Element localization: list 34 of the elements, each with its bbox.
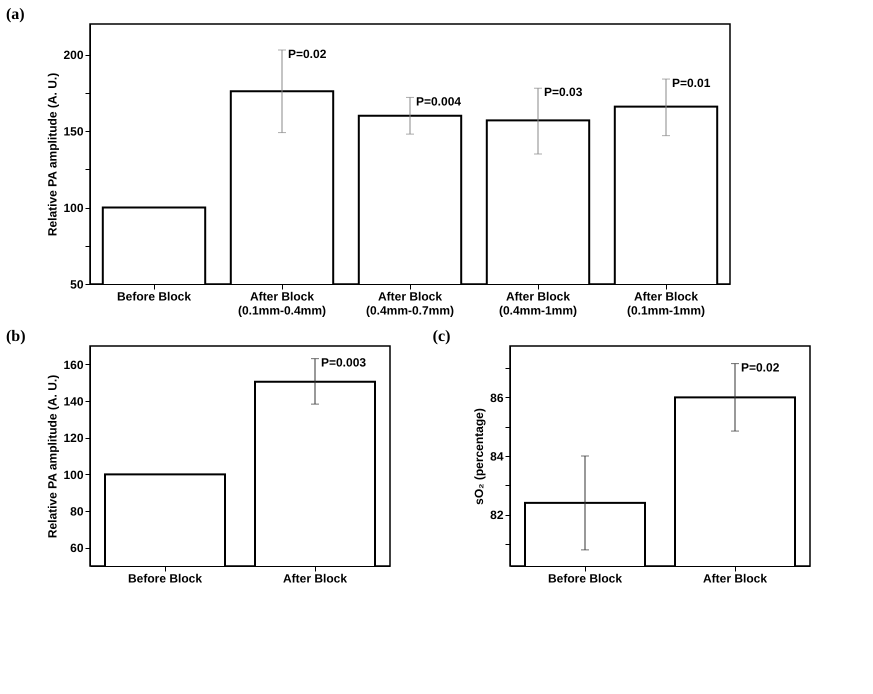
annotation: P=0.01 bbox=[672, 76, 711, 90]
annotation: P=0.003 bbox=[321, 356, 366, 370]
chart-title: (b) bbox=[6, 328, 26, 345]
y-axis-title: sO₂ (percentage) bbox=[472, 408, 486, 505]
annotation: P=0.03 bbox=[544, 85, 583, 100]
y-tick-label: 120 bbox=[63, 431, 84, 446]
y-tick-label: 160 bbox=[63, 358, 84, 372]
x-tick-label: After Block (0.1mm-1mm) bbox=[626, 290, 706, 318]
y-tick-label: 82 bbox=[490, 508, 504, 522]
y-tick-label: 140 bbox=[63, 394, 84, 408]
y-tick-label: 100 bbox=[63, 201, 84, 216]
x-tick-label: After Block (0.1mm-0.4mm) bbox=[238, 290, 326, 318]
y-axis-title: Relative PA amplitude (A. U.) bbox=[45, 72, 60, 236]
y-tick-label: 150 bbox=[63, 124, 84, 139]
y-tick-label: 80 bbox=[70, 504, 84, 518]
x-tick-label: After Block bbox=[702, 572, 768, 586]
y-tick-label: 60 bbox=[70, 541, 84, 556]
chart-title: (a) bbox=[6, 6, 25, 23]
annotation: P=0.02 bbox=[288, 47, 327, 61]
x-tick-label: Before Block bbox=[116, 290, 192, 304]
y-tick-label: 100 bbox=[63, 468, 84, 482]
x-tick-label: Before Block bbox=[548, 572, 622, 586]
y-tick-label: 86 bbox=[490, 390, 504, 405]
x-tick-label: After Block (0.4mm-1mm) bbox=[498, 290, 578, 318]
x-tick-label: Before Block bbox=[128, 572, 202, 586]
chart-title: (c) bbox=[432, 328, 450, 345]
y-tick-label: 200 bbox=[63, 48, 84, 62]
y-axis-title: Relative PA amplitude (A. U.) bbox=[45, 374, 60, 538]
annotation: P=0.004 bbox=[416, 94, 462, 108]
y-tick-label: 50 bbox=[70, 278, 84, 292]
x-tick-label: After Block (0.4mm-0.7mm) bbox=[366, 290, 454, 318]
x-tick-label: After Block bbox=[282, 572, 348, 586]
y-tick-label: 84 bbox=[490, 450, 504, 464]
annotation: P=0.02 bbox=[741, 360, 780, 375]
